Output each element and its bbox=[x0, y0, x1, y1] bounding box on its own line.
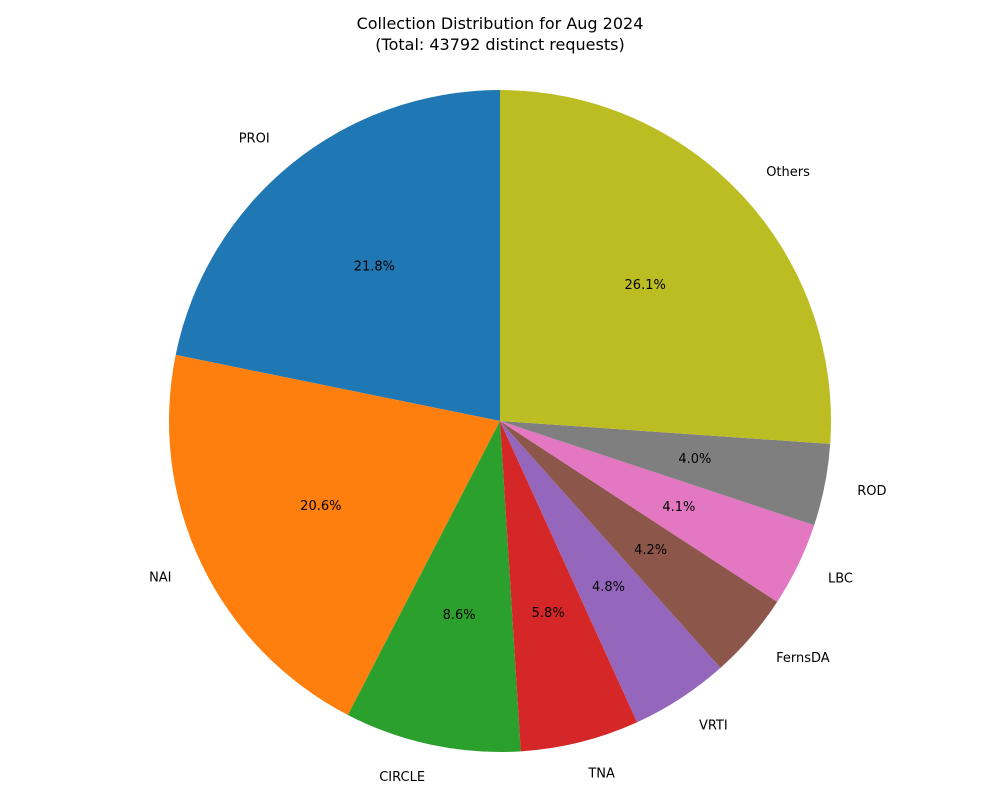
pie-slice-nai bbox=[169, 354, 501, 715]
slice-label-vrti: VRTI bbox=[699, 718, 728, 733]
slice-label-proi: PROI bbox=[239, 132, 270, 147]
slice-percent-rod: 4.0% bbox=[678, 452, 711, 467]
slice-percent-tna: 5.8% bbox=[532, 606, 565, 621]
slice-label-rod: ROD bbox=[857, 484, 886, 499]
slice-percent-fernsda: 4.2% bbox=[634, 543, 667, 558]
pie-slice-fernsda bbox=[500, 421, 778, 668]
pie-slice-vrti bbox=[500, 421, 721, 723]
pie-slices bbox=[169, 90, 832, 753]
slice-percent-vrti: 4.8% bbox=[592, 580, 625, 595]
slice-label-tna: TNA bbox=[587, 767, 615, 782]
pie-slice-tna bbox=[500, 421, 638, 752]
slice-label-nai: NAI bbox=[149, 571, 171, 586]
chart-subtitle: (Total: 43792 distinct requests) bbox=[375, 35, 624, 54]
pie-slice-circle bbox=[347, 421, 521, 753]
slice-percent-lbc: 4.1% bbox=[662, 500, 695, 515]
pie-slice-proi bbox=[175, 90, 501, 421]
slice-label-lbc: LBC bbox=[828, 572, 853, 587]
pie-slice-lbc bbox=[500, 421, 815, 602]
slice-percent-circle: 8.6% bbox=[443, 608, 476, 623]
pie-slice-rod bbox=[500, 421, 831, 526]
chart-title: Collection Distribution for Aug 2024 bbox=[357, 14, 644, 33]
slice-label-others: Others bbox=[766, 165, 810, 180]
slice-label-circle: CIRCLE bbox=[379, 770, 425, 785]
pie-labels: PROI 21.8% NAI 20.6% CIRCLE 8.6% TNA 5.8% VRTI 4.… bbox=[149, 132, 886, 785]
slice-percent-nai: 20.6% bbox=[300, 499, 341, 514]
slice-percent-others: 26.1% bbox=[625, 278, 666, 293]
pie-slice-others bbox=[500, 90, 832, 444]
slice-percent-proi: 21.8% bbox=[354, 260, 395, 275]
slice-label-fernsda: FernsDA bbox=[776, 651, 830, 666]
